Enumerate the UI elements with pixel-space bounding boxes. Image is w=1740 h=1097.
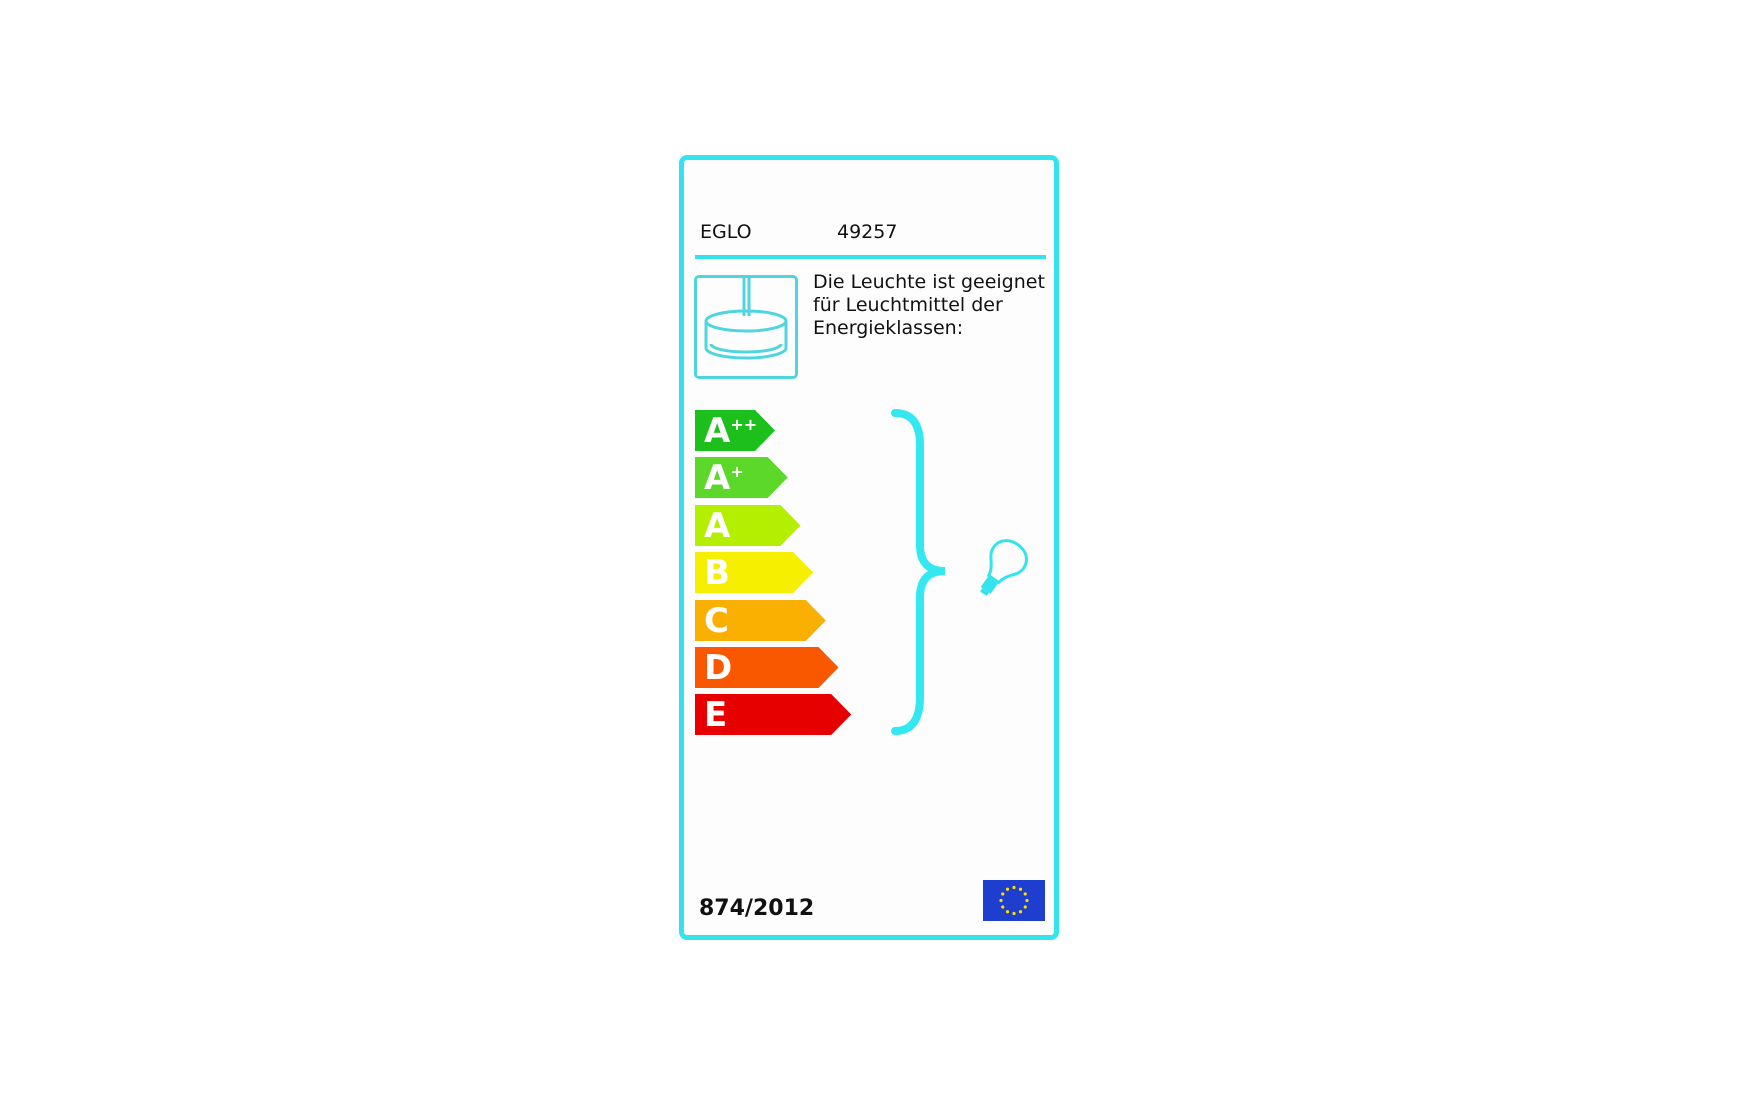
energy-label-frame <box>679 155 1059 940</box>
class-letter: E <box>704 695 728 736</box>
eu-star <box>1012 885 1016 890</box>
description-line: Die Leuchte ist geeignet <box>813 271 1045 293</box>
class-letter: B <box>704 553 730 594</box>
pendant-lamp-icon <box>694 275 798 379</box>
eu-star <box>1018 910 1023 914</box>
energy-class-a: A <box>695 504 801 546</box>
class-arrow <box>695 410 775 451</box>
energy-class-a-plus1: A+ <box>695 457 788 499</box>
eu-star <box>1001 905 1005 909</box>
class-arrow <box>695 647 839 688</box>
eu-star <box>1025 898 1029 903</box>
eu-star <box>1001 892 1005 896</box>
class-letter: A+ <box>704 458 744 499</box>
energy-class-a-plus2: A++ <box>695 410 775 451</box>
energy-class-d: D <box>695 647 839 688</box>
class-arrow <box>695 552 814 594</box>
energy-class-b: B <box>695 552 814 594</box>
description-line: Energieklassen: <box>813 317 964 339</box>
eu-star <box>1023 892 1027 896</box>
light-bulb-icon <box>980 539 1028 597</box>
header-divider <box>695 255 1046 259</box>
regulation-number: 874/2012 <box>699 896 815 921</box>
eu-star <box>1005 887 1010 891</box>
class-letter: A++ <box>704 411 758 451</box>
brand-name: EGLO <box>700 221 752 243</box>
model-number: 49257 <box>837 221 898 243</box>
class-arrow <box>695 599 826 641</box>
class-arrow <box>695 694 852 736</box>
eu-flag-icon <box>983 880 1045 921</box>
description: Die Leuchte ist geeignet für Leuchtmitte… <box>813 271 1045 340</box>
class-letter: C <box>704 600 729 641</box>
eu-star <box>1012 911 1016 916</box>
class-arrow <box>695 504 801 546</box>
description-line: für Leuchtmittel der <box>813 294 1003 316</box>
class-letter: A <box>704 505 731 546</box>
eu-star <box>1018 887 1023 891</box>
bracket-icon <box>891 409 946 735</box>
eu-star <box>1023 905 1027 909</box>
eu-star <box>999 898 1003 903</box>
class-arrow <box>695 457 788 499</box>
energy-class-c: C <box>695 599 826 641</box>
class-letter: D <box>704 648 733 688</box>
energy-class-e: E <box>695 694 852 736</box>
eu-star <box>1005 910 1010 914</box>
